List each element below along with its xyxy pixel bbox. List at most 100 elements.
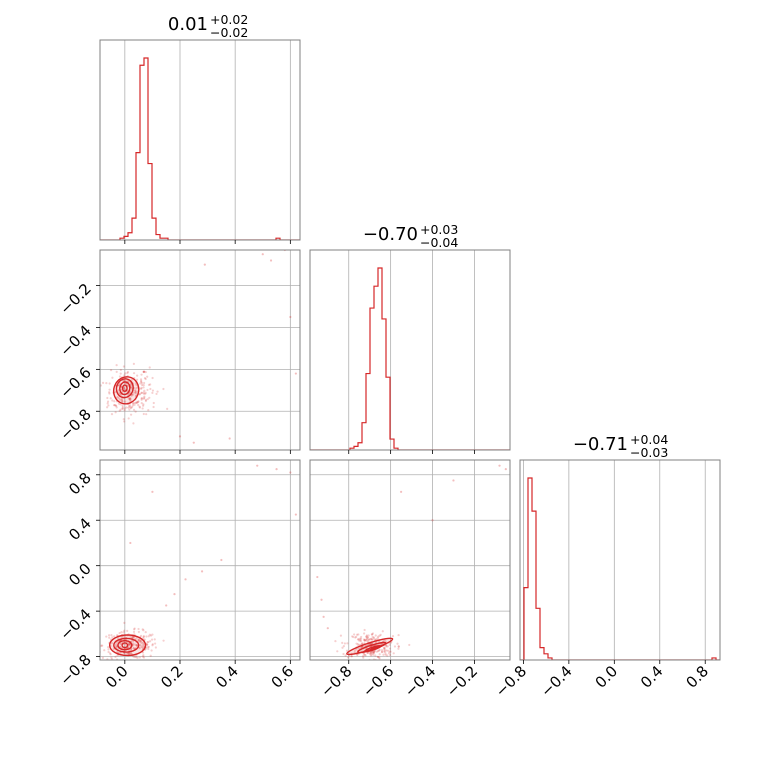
outlier-point: [399, 490, 403, 493]
outlier-point: [220, 558, 223, 562]
histogram-panel-0: 0.01 +0.02−0.02: [99, 12, 301, 244]
sample-point: [389, 650, 392, 653]
sample-point: [142, 403, 145, 406]
sample-point: [108, 636, 111, 639]
sample-point: [141, 628, 144, 631]
sample-point: [118, 409, 121, 412]
sample-point: [372, 637, 375, 640]
sample-point: [149, 383, 152, 386]
sample-point: [126, 393, 129, 397]
sample-point: [136, 656, 139, 659]
y-tick-label: 0.4: [65, 514, 95, 544]
outlier-point: [320, 598, 323, 601]
sample-point: [359, 637, 362, 640]
sample-point: [101, 656, 105, 659]
sample-point: [135, 383, 138, 386]
sample-point: [392, 652, 395, 655]
sample-point: [141, 651, 145, 654]
sample-point: [110, 642, 114, 645]
sample-point: [360, 664, 362, 666]
sample-point: [109, 652, 112, 655]
sample-point: [128, 398, 131, 401]
sample-point: [90, 637, 92, 639]
sample-point: [127, 643, 131, 646]
sample-point: [132, 636, 135, 639]
sample-point: [140, 391, 144, 394]
sample-point: [139, 641, 142, 644]
sample-point: [365, 638, 368, 641]
sample-point: [368, 651, 371, 655]
sample-point: [336, 650, 339, 653]
sample-point: [133, 655, 136, 659]
density-contour: [117, 639, 133, 651]
sample-point: [135, 655, 138, 659]
sample-point: [124, 407, 127, 410]
outlier-point: [203, 263, 206, 266]
sample-point: [361, 645, 364, 649]
sample-point: [132, 408, 136, 411]
sample-point: [378, 656, 381, 659]
sample-point: [369, 653, 372, 656]
sample-point: [134, 392, 137, 395]
sample-point: [363, 639, 366, 642]
sample-point: [135, 387, 138, 390]
sample-point: [151, 633, 154, 636]
sample-point: [144, 392, 147, 395]
title-median: −0.70: [363, 224, 418, 245]
sample-point: [376, 655, 380, 659]
sample-point: [355, 635, 358, 638]
sample-point: [111, 399, 114, 402]
sample-point: [114, 655, 117, 658]
outlier-point: [289, 315, 292, 319]
sample-point: [126, 371, 129, 375]
sample-point: [149, 387, 152, 391]
scatter-panel-0-1-border: [99, 249, 301, 451]
sample-point: [363, 653, 366, 656]
sample-point: [151, 389, 155, 392]
histogram-step-line: [520, 477, 720, 660]
sample-point: [123, 400, 127, 403]
sample-point: [121, 405, 124, 409]
sample-point: [150, 638, 154, 641]
sample-point: [146, 641, 149, 644]
sample-point: [139, 639, 142, 643]
sample-point: [378, 653, 381, 656]
sample-point: [378, 657, 381, 660]
sample-point: [141, 397, 144, 400]
x-tick-label: 0.4: [212, 662, 242, 692]
scatter-panel-1-2: −0.8 −0.6 −0.4 −0.2: [309, 459, 511, 701]
sample-point: [135, 644, 138, 647]
sample-point: [107, 648, 110, 651]
sample-point: [350, 654, 353, 658]
sample-point: [387, 652, 391, 655]
sample-point: [134, 390, 137, 394]
sample-point: [109, 653, 112, 656]
outlier-point: [275, 467, 278, 471]
sample-point: [113, 404, 116, 407]
sample-point: [136, 401, 139, 404]
sample-point: [151, 644, 154, 647]
sample-point: [354, 636, 357, 639]
sample-point: [139, 382, 142, 385]
sample-point: [139, 639, 143, 642]
sample-point: [369, 651, 372, 654]
sample-point: [135, 644, 138, 647]
title-median: 0.01: [168, 14, 208, 35]
sample-point: [151, 376, 154, 380]
sample-point: [121, 407, 124, 410]
sample-point: [106, 646, 110, 649]
sample-point: [134, 410, 137, 413]
sample-point: [367, 638, 370, 642]
sample-point: [146, 398, 149, 401]
sample-point: [138, 392, 142, 396]
sample-point: [142, 370, 145, 374]
sample-point: [383, 649, 386, 653]
sample-point: [386, 649, 389, 652]
sample-point: [140, 398, 143, 401]
sample-point: [380, 651, 384, 654]
sample-point: [156, 390, 159, 393]
sample-point: [123, 621, 126, 624]
sample-point: [360, 635, 363, 639]
sample-point: [366, 636, 369, 639]
scatter-panel-0-2-background: [100, 460, 300, 660]
